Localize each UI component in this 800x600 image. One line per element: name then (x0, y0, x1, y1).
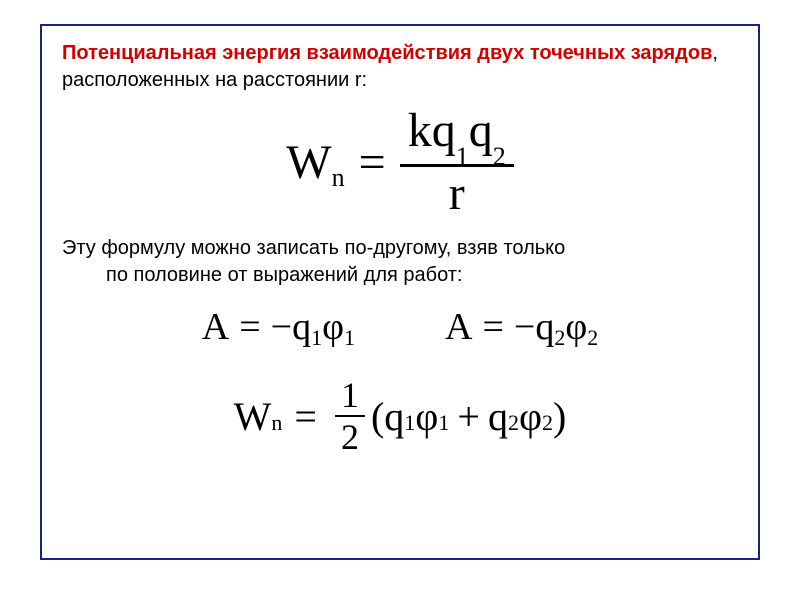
sym-close-paren: ) (553, 393, 566, 440)
formula-A1: A = − q1 φ1 (202, 305, 355, 349)
sym-plus: + (457, 393, 480, 440)
heading: Потенциальная энергия взаимодействия дву… (62, 40, 738, 94)
sym-phi: φ (565, 305, 587, 349)
sym-equals: = (482, 305, 503, 349)
fraction-half: 1 2 (335, 377, 365, 455)
sym-minus: − (514, 305, 535, 349)
denominator: r (441, 169, 473, 219)
half-den: 2 (335, 419, 365, 455)
sym-equals: = (359, 135, 386, 190)
sub-2: 2 (554, 325, 565, 351)
numerator: kq1q2 (400, 106, 514, 162)
sub-phi1: 1 (344, 325, 355, 351)
sym-equals: = (294, 393, 317, 440)
sym-phi: φ (322, 305, 344, 349)
formula-work-row: A = − q1 φ1 A = − q2 φ2 (62, 305, 738, 349)
sym-q: q (535, 305, 554, 349)
sym-q2: q (488, 393, 508, 440)
formula-wn-sum: Wn = 1 2 ( q1 φ1 + q2 φ2 ) (62, 377, 738, 455)
sub-phi2: 2 (587, 325, 598, 351)
para2-line2: по половине от выражений для работ: (106, 264, 462, 286)
sym-W: W (286, 135, 331, 190)
sub-2: 2 (493, 142, 506, 171)
half-num: 1 (335, 377, 365, 413)
sym-open-paren: ( (371, 393, 384, 440)
formula1-expr: Wn = kq1q2 r (286, 106, 513, 219)
sym-q1: q (432, 104, 456, 157)
sym-W: W (234, 393, 272, 440)
sym-equals: = (239, 305, 260, 349)
formula1-lhs: Wn (286, 135, 344, 190)
sym-phi2: φ (519, 393, 542, 440)
sub-phi2: 2 (542, 410, 553, 436)
fraction: kq1q2 r (400, 106, 514, 219)
sym-q: q (292, 305, 311, 349)
paragraph-2: Эту формулу можно записать по-другому, в… (62, 235, 738, 289)
formula3-expr: Wn = 1 2 ( q1 φ1 + q2 φ2 ) (234, 377, 567, 455)
sym-k: k (408, 104, 432, 157)
sub-1: 1 (311, 325, 322, 351)
formula-potential-energy: Wn = kq1q2 r (62, 106, 738, 219)
sym-phi1: φ (415, 393, 438, 440)
sym-A: A (202, 305, 229, 349)
sym-q1: q (384, 393, 404, 440)
sub-1: 1 (456, 142, 469, 171)
sub-1: 1 (404, 410, 415, 436)
para2-line1: Эту формулу можно записать по-другому, в… (62, 237, 565, 259)
sub-2: 2 (508, 410, 519, 436)
sym-A: A (445, 305, 472, 349)
sub-phi1: 1 (438, 410, 449, 436)
sub-n: n (271, 410, 282, 436)
sym-q2: q (469, 104, 493, 157)
sub-n: n (332, 163, 345, 193)
formula-A2: A = − q2 φ2 (445, 305, 598, 349)
sym-minus: − (271, 305, 292, 349)
slide-frame: Потенциальная энергия взаимодействия дву… (40, 24, 760, 560)
heading-highlight: Потенциальная энергия взаимодействия дву… (62, 42, 712, 64)
